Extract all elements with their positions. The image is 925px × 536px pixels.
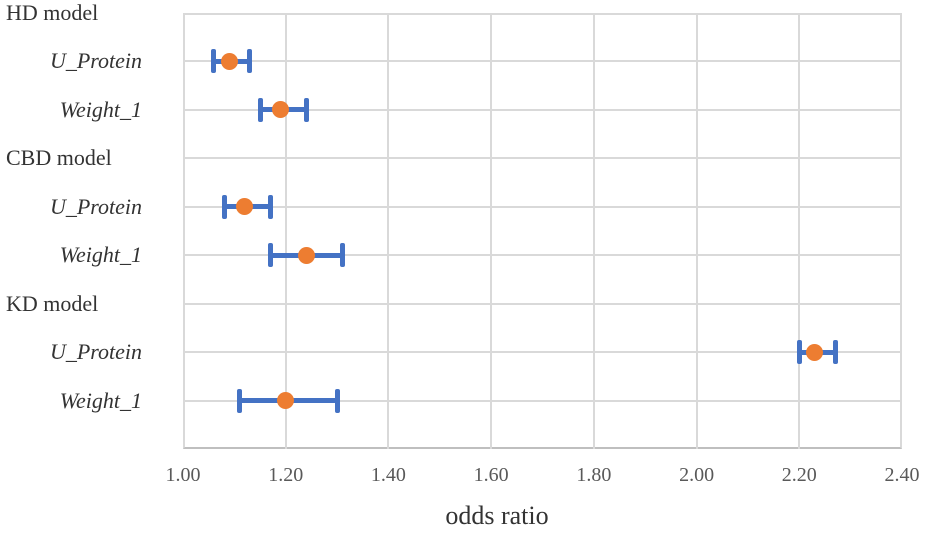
- error-bar-cap-low: [796, 340, 802, 365]
- x-axis-title: odds ratio: [445, 501, 549, 530]
- error-bar-cap-high: [303, 97, 309, 122]
- x-tick-label: 2.20: [781, 464, 817, 486]
- row-label-variable: Weight_1: [59, 242, 142, 268]
- row-label-variable: U_Protein: [49, 339, 142, 365]
- vertical-gridline: [284, 13, 287, 449]
- horizontal-gridline: [183, 157, 902, 160]
- x-tick-label: 2.00: [679, 464, 715, 486]
- vertical-gridline: [695, 13, 698, 449]
- row-label-variable: U_Protein: [49, 48, 142, 74]
- error-bar-cap-low: [211, 49, 217, 74]
- row-label-variable: Weight_1: [59, 387, 142, 413]
- x-tick-label: 1.00: [165, 464, 201, 486]
- row-label-group: HD model: [6, 0, 99, 25]
- error-bar-cap-high: [832, 340, 838, 365]
- error-bar-cap-low: [221, 194, 227, 219]
- error-bar-cap-high: [247, 49, 253, 74]
- error-bar-cap-low: [236, 388, 242, 413]
- x-tick-label: 1.40: [370, 464, 406, 486]
- horizontal-gridline: [183, 60, 902, 63]
- odds-ratio-marker: [236, 198, 254, 216]
- horizontal-gridline: [183, 108, 902, 111]
- odds-ratio-marker: [220, 52, 238, 70]
- error-bar-cap-high: [334, 388, 340, 413]
- horizontal-gridline: [183, 351, 902, 354]
- row-label-variable: U_Protein: [49, 193, 142, 219]
- odds-ratio-marker: [806, 343, 824, 361]
- odds-ratio-marker: [277, 392, 295, 410]
- vertical-gridline: [490, 13, 493, 449]
- horizontal-gridline: [183, 399, 902, 402]
- error-bar-cap-high: [339, 243, 345, 268]
- horizontal-gridline: [183, 302, 902, 305]
- error-bar-cap-low: [257, 97, 263, 122]
- error-bar-cap-low: [267, 243, 273, 268]
- vertical-gridline: [798, 13, 801, 449]
- row-label-variable: Weight_1: [59, 96, 142, 122]
- x-tick-label: 2.40: [884, 464, 920, 486]
- odds-ratio-marker: [297, 246, 315, 264]
- odds-ratio-marker: [272, 101, 290, 119]
- row-label-group: CBD model: [6, 145, 112, 171]
- vertical-gridline: [592, 13, 595, 449]
- row-label-group: KD model: [6, 290, 99, 316]
- x-tick-label: 1.20: [268, 464, 304, 486]
- error-bar-cap-high: [267, 194, 273, 219]
- plot-area: [183, 13, 902, 449]
- vertical-gridline: [387, 13, 390, 449]
- x-tick-label: 1.80: [576, 464, 612, 486]
- horizontal-gridline: [183, 205, 902, 208]
- horizontal-gridline: [183, 254, 902, 257]
- x-tick-label: 1.60: [473, 464, 509, 486]
